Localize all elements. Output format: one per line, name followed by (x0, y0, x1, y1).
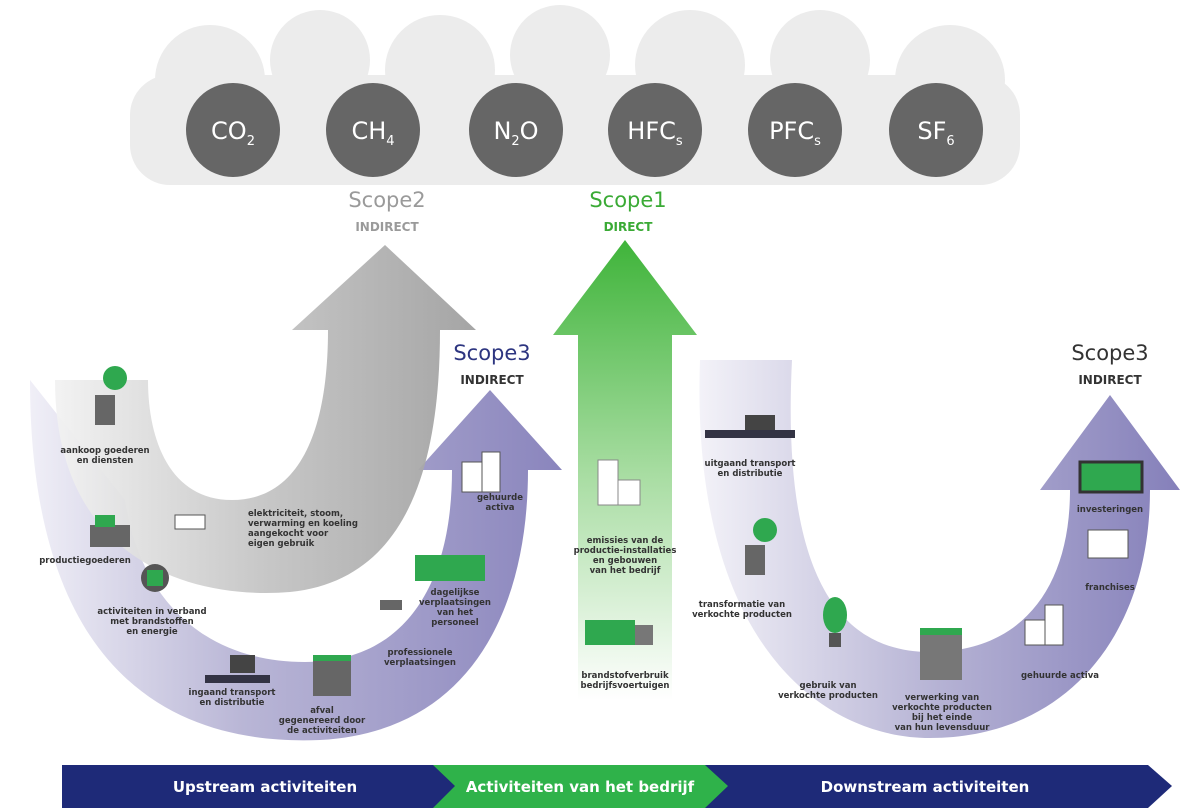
activity-line: brandstofverbruik (581, 671, 669, 681)
gas-text: HFC (627, 117, 676, 145)
gas-text: CO (211, 117, 247, 145)
scope-labels: Scope2 INDIRECT Scope1 DIRECT Scope3 INDIRECT… (348, 188, 1148, 387)
activity-line: investeringen (1077, 505, 1143, 515)
activity-line: verplaatsingen (384, 658, 456, 668)
scope-title: Scope1 (589, 188, 666, 212)
scope-subtitle: DIRECT (604, 220, 654, 234)
activity-line: verplaatsingen (419, 598, 491, 608)
bottom-bar-label: Downstream activiteiten (821, 778, 1030, 796)
gas-subscript: 6 (946, 134, 954, 149)
diagram: CO2CH4N2OHFCsPFCsSF6 Scope2INDIRECTScope… (0, 0, 1184, 810)
gas-formula: PFCs (769, 117, 821, 149)
activity-label: productiegoederen (39, 556, 131, 566)
gas-subscript: 2 (247, 134, 255, 149)
gas-subscript: s (814, 134, 821, 149)
activity-line: bedrijfsvoertuigen (581, 681, 670, 691)
activity-line: eigen gebruik (248, 539, 315, 549)
activity-line: met brandstoffen (110, 617, 193, 627)
activity-line: personeel (431, 618, 479, 628)
activity-line: transformatie van (699, 600, 785, 610)
activity-label: gehuurde activa (1021, 671, 1099, 681)
activity-line: en diensten (77, 456, 134, 466)
gas-subscript: 4 (386, 134, 394, 149)
scope-subtitle: INDIRECT (355, 220, 419, 234)
gas-text: CH (351, 117, 386, 145)
activity-line: uitgaand transport (705, 459, 796, 469)
bottom-bar-labels: Upstream activiteiten Activiteiten van he… (173, 778, 1030, 796)
activity-line: en distributie (200, 698, 265, 708)
activity-line: productiegoederen (39, 556, 131, 566)
gas-text: N (493, 117, 511, 145)
scope-subtitle: INDIRECT (1078, 373, 1142, 387)
activity-line: van het (437, 608, 473, 618)
scope-title: Scope3 (453, 341, 530, 365)
activity-line: en gebouwen (593, 556, 657, 566)
activity-line: gehuurde activa (1021, 671, 1099, 681)
activity-line: afval (310, 706, 334, 716)
scope-subtitle: INDIRECT (460, 373, 524, 387)
gas-subscript: 2 (511, 134, 519, 149)
activity-line: aankoop goederen (60, 446, 149, 456)
scope-title: Scope3 (1071, 341, 1148, 365)
gas-formula: HFCs (627, 117, 683, 149)
gas-text: PFC (769, 117, 814, 145)
gas-text: SF (917, 117, 946, 145)
bottom-bar-label: Activiteiten van het bedrijf (466, 778, 695, 796)
activity-line: verwerking van (905, 693, 979, 703)
gas-subscript: s (676, 134, 683, 149)
activity-line: gebruik van (799, 681, 856, 691)
bottom-bar-label: Upstream activiteiten (173, 778, 357, 796)
activity-line: activiteiten in verband (97, 607, 206, 617)
activity-line: franchises (1085, 583, 1135, 593)
activity-line: aangekocht voor (248, 529, 329, 539)
activity-line: verkochte producten (692, 610, 792, 620)
activity-line: elektriciteit, stoom, (248, 509, 343, 519)
activity-line: professionele (388, 648, 453, 658)
activity-line: ingaand transport (189, 688, 276, 698)
activity-line: en distributie (718, 469, 783, 479)
activity-line: emissies van de (587, 536, 664, 546)
activity-label: franchises (1085, 583, 1135, 593)
scope-title: Scope2 (348, 188, 425, 212)
activity-line: verwarming en koeling (248, 519, 358, 529)
activity-line: de activiteiten (287, 726, 357, 736)
activity-label: investeringen (1077, 505, 1143, 515)
activity-label: brandstofverbruikbedrijfsvoertuigen (581, 671, 670, 691)
activity-line: van het bedrijf (590, 566, 661, 576)
activity-line: van hun levensduur (895, 723, 991, 733)
activity-line: bij het einde (912, 713, 973, 723)
activity-line: verkochte producten (778, 691, 878, 701)
gas-text: O (520, 117, 539, 145)
activity-line: verkochte producten (892, 703, 992, 713)
gas-circle (469, 83, 563, 177)
activity-line: gegenereerd door (279, 716, 366, 726)
activity-line: dagelijkse (431, 588, 480, 598)
activity-line: productie-installaties (574, 546, 677, 556)
activity-line: gehuurde (477, 493, 523, 503)
activity-line: en energie (126, 627, 178, 637)
activity-line: activa (485, 503, 514, 513)
